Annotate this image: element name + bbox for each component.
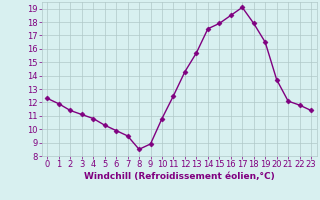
X-axis label: Windchill (Refroidissement éolien,°C): Windchill (Refroidissement éolien,°C) <box>84 172 275 181</box>
